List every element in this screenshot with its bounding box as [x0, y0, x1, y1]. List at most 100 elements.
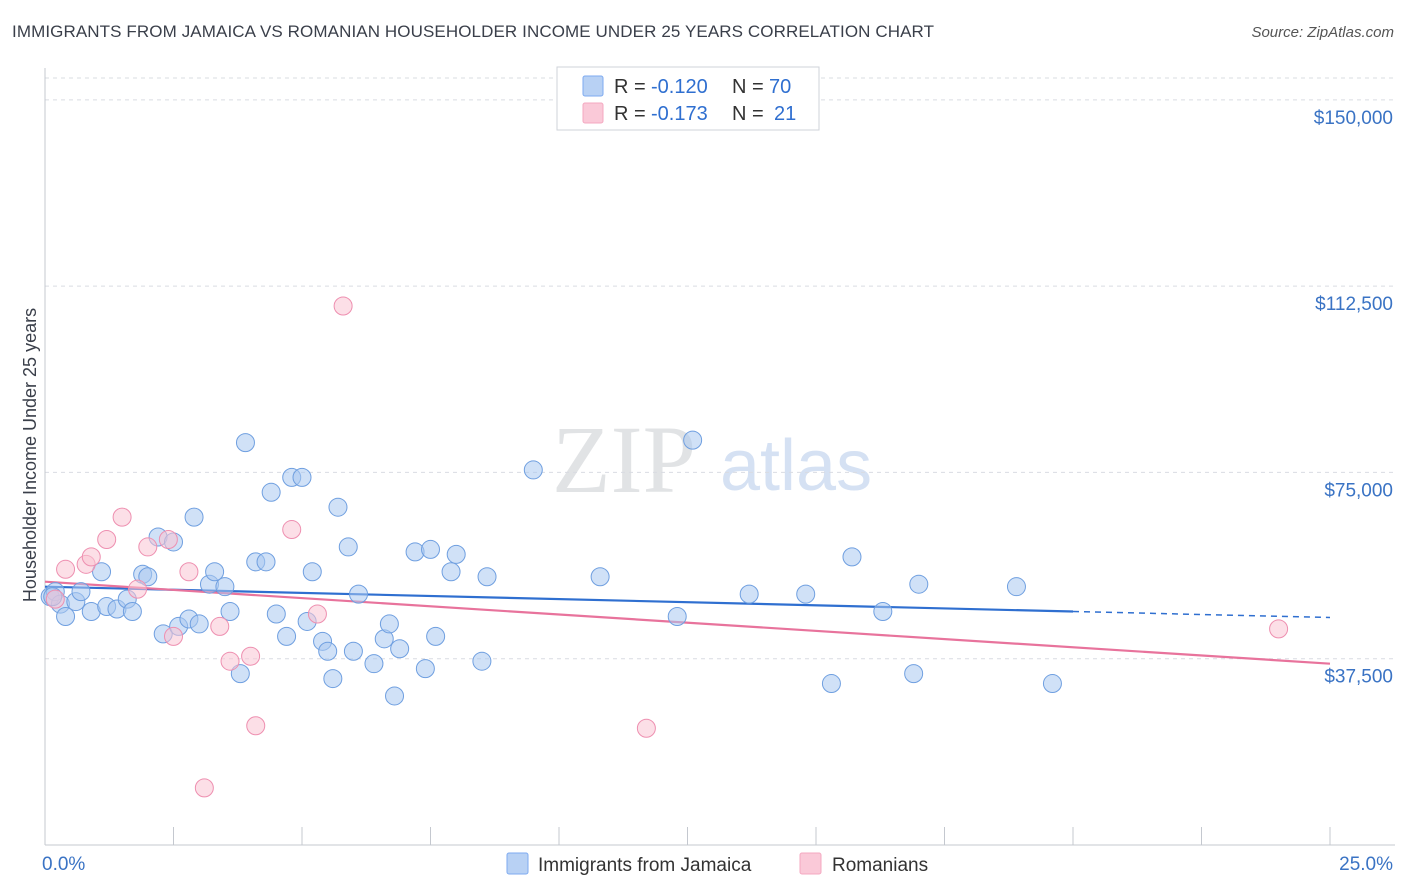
romanian-point-20: [1269, 619, 1289, 639]
grid-lines: [45, 77, 1395, 660]
legend-label-romanians: Romanians: [832, 855, 928, 876]
y-tick-label-0: $37,500: [1324, 667, 1393, 688]
y-tick-label-2: $112,500: [1315, 294, 1393, 315]
stats-n-value-1: 70: [769, 76, 791, 98]
stats-r-label-2: R =: [614, 103, 646, 125]
stats-n-value-2: 21: [774, 103, 796, 125]
jamaica-point-46: [385, 686, 405, 706]
romanian-point-4: [97, 529, 117, 549]
romanian-point-8: [158, 529, 178, 549]
x-tick-label-1: 25.0%: [1339, 854, 1393, 875]
jamaica-point-45: [379, 614, 399, 634]
stats-swatch-jamaica: [582, 75, 604, 97]
romanian-point-12: [210, 616, 230, 636]
jamaica-point-39: [328, 497, 348, 517]
jamaica-point-19: [184, 507, 204, 527]
jamaica-point-51: [426, 626, 446, 646]
jamaica-point-37: [318, 641, 338, 661]
romanian-point-5: [112, 507, 132, 527]
trend-line-0: [44, 585, 1074, 613]
romanian-point-19: [636, 718, 656, 738]
jamaica-point-62: [821, 674, 841, 694]
romanian-point-11: [194, 778, 214, 798]
x-tick-labels: 0.0% 25.0%: [42, 854, 1393, 875]
jamaica-point-42: [349, 584, 369, 604]
romanian-point-9: [164, 626, 183, 646]
romanian-point-0: [45, 589, 65, 609]
jamaica-point-22: [205, 562, 225, 582]
y-tick-label-3: $150,000: [1314, 108, 1393, 129]
jamaica-point-50: [421, 539, 440, 559]
jamaica-point-5: [71, 582, 91, 602]
jamaica-point-20: [189, 614, 209, 634]
stats-n-label-1: N =: [732, 76, 764, 98]
y-tick-labels: $37,500 $75,000 $112,500 $150,000: [1314, 108, 1393, 688]
jamaica-point-41: [343, 641, 363, 661]
jamaica-point-66: [909, 574, 929, 594]
jamaica-point-63: [842, 547, 862, 567]
stats-swatch-romanians: [582, 102, 604, 124]
jamaica-point-3: [56, 606, 76, 626]
jamaica-point-64: [873, 602, 893, 622]
jamaica-point-57: [590, 567, 610, 587]
jamaica-point-30: [266, 604, 286, 624]
x-tick-label-0: 0.0%: [42, 854, 85, 875]
jamaica-point-55: [477, 567, 497, 587]
legend-swatch-romanians: [799, 852, 822, 875]
romanian-point-3: [81, 547, 101, 567]
legend-swatch-jamaica: [506, 852, 529, 875]
stats-r-label-1: R =: [614, 76, 646, 98]
romanian-point-17: [307, 604, 327, 624]
jamaica-point-67: [1006, 577, 1026, 597]
trend-lines: [44, 580, 1331, 665]
legend-label-jamaica: Immigrants from Jamaica: [538, 855, 752, 876]
jamaica-point-26: [235, 433, 255, 453]
watermark-zip: ZIP: [552, 406, 696, 513]
y-tick-label-1: $75,000: [1324, 480, 1393, 501]
axes: [44, 68, 1395, 846]
jamaica-point-38: [323, 669, 343, 689]
jamaica-point-52: [441, 562, 461, 582]
jamaica-point-60: [739, 584, 759, 604]
watermark-atlas: atlas: [720, 426, 872, 506]
jamaica-point-13: [138, 567, 158, 587]
stats-legend: R = -0.120 N = 70 R = -0.173 N = 21: [556, 66, 820, 131]
data-points: [40, 296, 1289, 798]
jamaica-point-11: [122, 602, 142, 622]
jamaica-point-65: [904, 664, 924, 684]
romanian-point-18: [333, 296, 353, 316]
jamaica-point-40: [338, 537, 358, 557]
jamaica-point-25: [230, 664, 250, 684]
stats-n-label-2: N =: [732, 103, 764, 125]
jamaica-point-24: [220, 602, 240, 622]
chart-title: IMMIGRANTS FROM JAMAICA VS ROMANIAN HOUS…: [12, 22, 935, 41]
romanian-point-16: [282, 520, 302, 540]
romanian-point-7: [138, 537, 158, 557]
trend-extension-0: [1072, 610, 1331, 619]
romanian-point-6: [128, 579, 148, 599]
jamaica-point-33: [292, 467, 312, 487]
romanian-point-13: [220, 651, 240, 671]
jamaica-point-23: [215, 577, 235, 597]
y-axis-label: Householder Income Under 25 years: [20, 308, 40, 602]
jamaica-point-43: [364, 654, 384, 674]
series-legend: Immigrants from Jamaica Romanians: [506, 852, 928, 876]
jamaica-point-58: [667, 606, 687, 626]
jamaica-point-61: [796, 584, 816, 604]
jamaica-point-53: [446, 544, 466, 564]
jamaica-point-68: [1042, 674, 1062, 694]
jamaica-point-59: [683, 430, 703, 450]
jamaica-point-54: [472, 651, 492, 671]
stats-r-value-2: -0.173: [651, 103, 708, 125]
jamaica-point-56: [523, 460, 543, 480]
jamaica-point-49: [415, 659, 435, 679]
jamaica-point-29: [261, 482, 281, 502]
jamaica-point-31: [277, 626, 297, 646]
jamaica-point-47: [390, 639, 410, 659]
source-credit: Source: ZipAtlas.com: [1251, 24, 1394, 41]
stats-r-value-1: -0.120: [651, 76, 708, 98]
trend-line-1: [44, 580, 1331, 665]
jamaica-point-28: [256, 552, 276, 572]
romanian-point-15: [246, 716, 266, 736]
